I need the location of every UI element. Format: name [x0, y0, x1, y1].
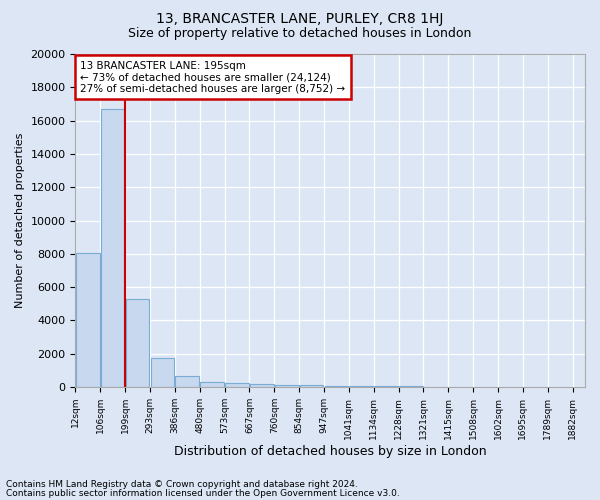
- Bar: [225, 383, 249, 387]
- Text: Size of property relative to detached houses in London: Size of property relative to detached ho…: [128, 28, 472, 40]
- Bar: [151, 358, 174, 387]
- Bar: [250, 384, 274, 387]
- Bar: [325, 386, 348, 387]
- Y-axis label: Number of detached properties: Number of detached properties: [15, 133, 25, 308]
- Bar: [399, 386, 423, 387]
- Bar: [200, 382, 224, 387]
- X-axis label: Distribution of detached houses by size in London: Distribution of detached houses by size …: [174, 444, 487, 458]
- Text: Contains HM Land Registry data © Crown copyright and database right 2024.: Contains HM Land Registry data © Crown c…: [6, 480, 358, 489]
- Bar: [300, 385, 323, 387]
- Bar: [275, 384, 299, 387]
- Text: 13 BRANCASTER LANE: 195sqm
← 73% of detached houses are smaller (24,124)
27% of : 13 BRANCASTER LANE: 195sqm ← 73% of deta…: [80, 60, 346, 94]
- Bar: [349, 386, 373, 387]
- Bar: [126, 299, 149, 387]
- Bar: [424, 386, 448, 387]
- Bar: [76, 253, 100, 387]
- Bar: [374, 386, 398, 387]
- Text: Contains public sector information licensed under the Open Government Licence v3: Contains public sector information licen…: [6, 488, 400, 498]
- Bar: [175, 376, 199, 387]
- Bar: [101, 109, 124, 387]
- Text: 13, BRANCASTER LANE, PURLEY, CR8 1HJ: 13, BRANCASTER LANE, PURLEY, CR8 1HJ: [157, 12, 443, 26]
